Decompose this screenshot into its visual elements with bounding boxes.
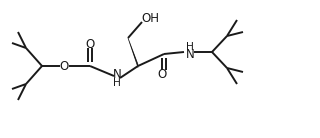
Text: H: H	[186, 42, 194, 52]
Text: O: O	[157, 67, 167, 80]
Text: H: H	[113, 78, 121, 88]
Polygon shape	[128, 38, 138, 67]
Text: N: N	[186, 48, 194, 62]
Text: N: N	[113, 68, 121, 82]
Text: OH: OH	[141, 13, 159, 26]
Text: O: O	[60, 59, 68, 72]
Text: O: O	[85, 38, 95, 51]
